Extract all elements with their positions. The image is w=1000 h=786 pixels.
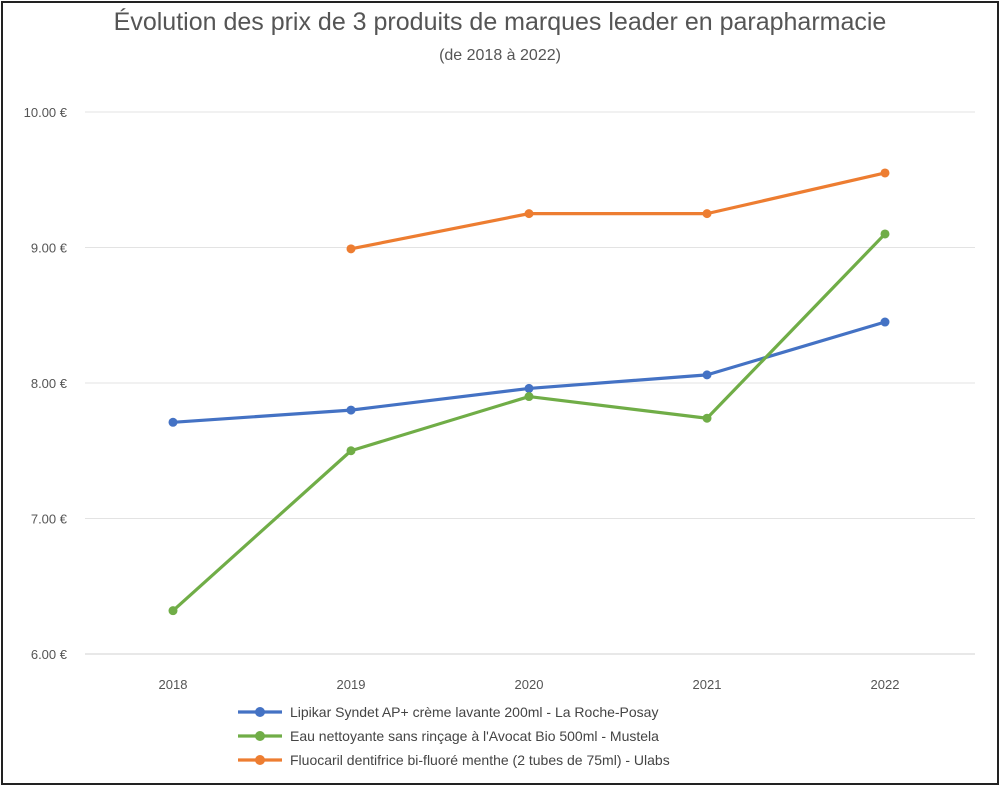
series-line: [171, 232, 887, 613]
data-point: [880, 229, 890, 239]
data-point: [524, 209, 534, 219]
data-point: [346, 446, 356, 456]
y-tick-label: 8.00 €: [31, 376, 68, 391]
chart-legend: Lipikar Syndet AP+ crème lavante 200ml -…: [236, 700, 670, 772]
legend-swatch: [238, 707, 282, 717]
chart-subtitle: (de 2018 à 2022): [439, 47, 561, 64]
x-tick-label: 2021: [693, 677, 722, 692]
y-tick-label: 7.00 €: [31, 512, 68, 527]
data-point: [346, 244, 356, 254]
data-point: [168, 417, 178, 427]
data-point: [702, 209, 712, 219]
data-point: [524, 392, 534, 402]
legend-swatch-marker: [255, 755, 265, 765]
series-line: [349, 171, 887, 251]
legend-swatch-marker: [255, 707, 265, 717]
y-tick-label: 10.00 €: [24, 105, 68, 120]
chart-title: Évolution des prix de 3 produits de marq…: [113, 8, 887, 36]
data-point: [702, 370, 712, 380]
legend-label: Eau nettoyante sans rinçage à l'Avocat B…: [290, 728, 659, 744]
x-tick-label: 2022: [871, 677, 900, 692]
x-tick-label: 2019: [337, 677, 366, 692]
legend-swatch-marker: [255, 731, 265, 741]
y-tick-label: 6.00 €: [31, 647, 68, 662]
legend-swatch: [238, 731, 282, 741]
legend-item: Lipikar Syndet AP+ crème lavante 200ml -…: [236, 700, 670, 724]
data-point: [346, 405, 356, 415]
legend-item: Fluocaril dentifrice bi-fluoré menthe (2…: [236, 748, 670, 772]
data-point: [168, 606, 178, 616]
legend-swatch: [238, 755, 282, 765]
data-point: [702, 413, 712, 423]
data-point: [524, 383, 534, 393]
legend-item: Eau nettoyante sans rinçage à l'Avocat B…: [236, 724, 670, 748]
data-point: [880, 168, 890, 178]
x-tick-label: 2018: [159, 677, 188, 692]
x-tick-label: 2020: [515, 677, 544, 692]
series-line: [171, 320, 887, 424]
y-tick-label: 9.00 €: [31, 241, 68, 256]
legend-label: Fluocaril dentifrice bi-fluoré menthe (2…: [290, 752, 670, 768]
data-point: [880, 317, 890, 327]
legend-label: Lipikar Syndet AP+ crème lavante 200ml -…: [290, 704, 659, 720]
